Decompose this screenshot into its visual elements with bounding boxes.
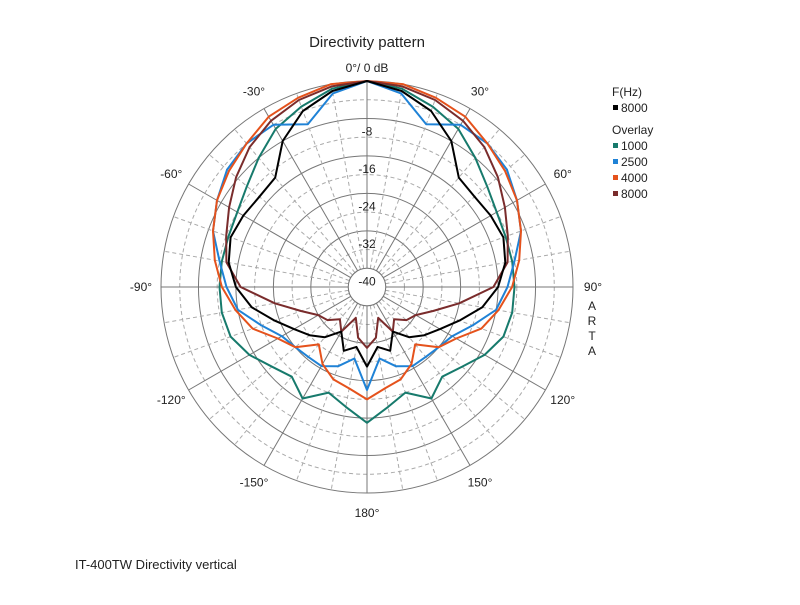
- angle-label: 150°: [468, 476, 493, 490]
- angle-label: 180°: [355, 506, 380, 520]
- grid-radial: [188, 183, 352, 279]
- chart-title: Directivity pattern: [309, 34, 425, 51]
- legend-title-overlay: Overlay: [612, 123, 653, 137]
- series-overlay-1000: [218, 80, 516, 424]
- grid-radial-minor: [385, 289, 570, 324]
- angle-label: 60°: [554, 167, 572, 181]
- arta-letter: R: [588, 314, 597, 328]
- grid-radial-minor: [208, 154, 353, 276]
- legend-item: 8000: [621, 187, 648, 201]
- curves: [212, 80, 522, 424]
- arta-letter: A: [588, 299, 596, 313]
- grid-radial-minor: [381, 298, 526, 420]
- grid-radial-minor: [372, 93, 438, 270]
- legend-swatch: [613, 105, 618, 110]
- arta-letter: T: [588, 329, 596, 343]
- series-overlay-4000: [212, 80, 522, 401]
- legend-swatch: [613, 175, 618, 180]
- angle-label: -90°: [130, 280, 152, 294]
- grid-radial-minor: [378, 128, 500, 273]
- angle-label: -150°: [240, 476, 269, 490]
- angle-label: 90°: [584, 280, 602, 294]
- grid-radial-minor: [296, 93, 362, 270]
- grid-radial-minor: [234, 128, 356, 273]
- legend-swatch: [613, 143, 618, 148]
- legend-swatch: [613, 159, 618, 164]
- legend-title-fhz: F(Hz): [612, 85, 642, 99]
- grid-radial-minor: [164, 289, 349, 324]
- angle-label: -60°: [160, 167, 182, 181]
- angle-labels: 30° 60° 90° 120° 150° 180° -150° -120° -90° -60° -…: [130, 84, 602, 520]
- ring-label: -32: [358, 237, 376, 251]
- grid-radial-minor: [385, 250, 570, 285]
- grid-radial: [188, 295, 352, 391]
- grid-radial: [382, 183, 546, 279]
- grid-radial-minor: [208, 298, 353, 420]
- grid-radial-minor: [164, 250, 349, 285]
- grid-radial: [375, 108, 471, 272]
- series-overlay-8000: [225, 80, 509, 349]
- top-label: 0°/ 0 dB: [346, 61, 389, 75]
- grid-radial-minor: [330, 84, 365, 269]
- legend-item: 8000: [621, 101, 648, 115]
- ring-label: -40: [358, 274, 376, 288]
- angle-label: 30°: [471, 84, 489, 98]
- legend-item: 4000: [621, 171, 648, 185]
- grid-radial: [382, 295, 546, 391]
- angle-label: -30°: [243, 84, 265, 98]
- legend: F(Hz) 8000 Overlay 1000 2500 4000 8000: [612, 85, 653, 201]
- ring-label: -8: [362, 124, 373, 138]
- grid-radial: [263, 108, 359, 272]
- grid-radial-minor: [234, 301, 356, 446]
- ring-labels: -8 -16 -24 -32 -40: [358, 124, 376, 288]
- grid-radial-minor: [369, 84, 404, 269]
- grid-radial-minor: [384, 216, 561, 282]
- series-fhz-8000: [227, 80, 507, 368]
- legend-swatch: [613, 191, 618, 196]
- arta-letter: A: [588, 344, 596, 358]
- grid-radial-minor: [381, 154, 526, 276]
- ring-label: -24: [358, 199, 376, 213]
- angle-label: -120°: [157, 393, 186, 407]
- footer-caption: IT-400TW Directivity vertical: [75, 557, 237, 572]
- grid-radial-minor: [173, 216, 350, 282]
- legend-item: 2500: [621, 155, 648, 169]
- legend-item: 1000: [621, 139, 648, 153]
- center-hole: [347, 267, 387, 307]
- angle-label: 120°: [550, 393, 575, 407]
- ring-label: -16: [358, 162, 376, 176]
- grid-radial-minor: [378, 301, 500, 446]
